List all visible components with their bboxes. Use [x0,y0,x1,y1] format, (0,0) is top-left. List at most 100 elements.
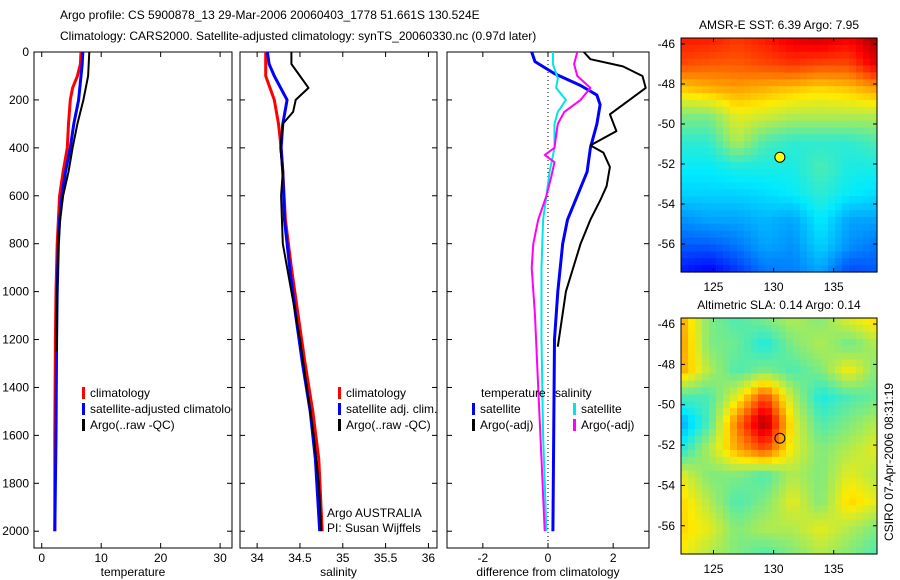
heatmap-cell [688,175,696,184]
heatmap-cell [800,210,808,218]
heatmap-cell [758,491,766,499]
heatmap-cell [702,251,710,259]
heatmap-cell [849,519,857,527]
heatmap-cell [814,505,822,513]
heatmap-cell [681,155,689,163]
heatmap-cell [793,51,801,60]
heatmap-cell [758,533,766,541]
heatmap-cell [765,127,773,135]
heatmap-cell [807,120,815,129]
heatmap-cell [772,223,780,232]
heatmap-cell [807,244,815,252]
heatmap-cell [758,470,766,479]
heatmap-cell [681,533,689,541]
heatmap-cell [856,175,864,184]
heatmap-cell [828,477,836,486]
heatmap-cell [730,512,738,520]
heatmap-cell [688,168,696,177]
heatmap-cell [807,106,815,115]
heatmap-cell [849,168,857,177]
heatmap-cell [870,148,878,156]
heatmap-cell [821,203,829,211]
heatmap-cell [828,106,836,115]
heatmap-cell [751,223,759,232]
heatmap-cell [751,72,759,80]
heatmap-cell [695,175,703,184]
heatmap-cell [807,318,815,326]
heatmap-cell [765,120,773,129]
heatmap-cell [716,422,724,430]
heatmap-cell [751,324,759,333]
heatmap-cell [737,72,745,80]
heatmap-cell [681,58,689,67]
heatmap-cell [800,244,808,252]
heatmap-cell [765,401,773,409]
heatmap-cell [793,203,801,211]
heatmap-cell [786,477,794,486]
heatmap-cell [744,429,752,437]
heatmap-cell [835,429,843,437]
heatmap-cell [765,265,773,273]
heatmap-cell [688,265,696,273]
heatmap-cell [779,394,787,402]
y-tick-label: -52 [658,157,676,171]
heatmap-cell [807,366,815,375]
heatmap-cell [863,359,871,368]
heatmap-cell [758,86,766,94]
heatmap-cell [814,345,822,354]
heatmap-cell [779,429,787,437]
heatmap-cell [779,463,787,472]
heatmap-cell [828,318,836,326]
heatmap-cell [786,345,794,354]
heatmap-cell [786,93,794,101]
heatmap-cell [723,38,731,46]
heatmap-cell [863,230,871,239]
heatmap-cell [821,526,829,534]
heatmap-cell [709,429,717,437]
heatmap-cell [793,113,801,122]
heatmap-cell [849,38,857,46]
heatmap-cell [751,331,759,340]
heatmap-cell [758,387,766,395]
heatmap-cell [758,79,766,87]
heatmap-cell [709,265,717,273]
heatmap-cell [758,99,766,108]
heatmap-cell [779,182,787,190]
heatmap-cell [814,387,822,395]
heatmap-cell [709,345,717,354]
heatmap-cell [786,120,794,129]
heatmap-cell [779,512,787,520]
heatmap-cell [751,380,759,388]
heatmap-cell [849,436,857,444]
heatmap-cell [814,477,822,486]
heatmap-cell [688,324,696,333]
heatmap-cell [835,324,843,333]
heatmap-cell [695,498,703,506]
heatmap-cell [751,408,759,416]
heatmap-cell [702,449,710,458]
heatmap-cell [751,141,759,149]
heatmap-cell [849,182,857,190]
heatmap-cell [835,415,843,423]
heatmap-cell [688,134,696,142]
heatmap-cell [709,415,717,423]
heatmap-cell [758,210,766,218]
heatmap-cell [758,168,766,177]
heatmap-cell [814,318,822,326]
heatmap-cell [772,429,780,437]
heatmap-cell [807,86,815,94]
heatmap-cell [828,265,836,273]
heatmap-cell [730,526,738,534]
heatmap-cell [765,175,773,184]
heatmap-cell [807,547,815,555]
heatmap-cell [849,415,857,423]
heatmap-cell [758,127,766,135]
heatmap-cell [814,148,822,156]
heatmap-cell [695,456,703,465]
heatmap-cell [688,442,696,451]
heatmap-cell [709,456,717,465]
heatmap-cell [709,484,717,493]
x-tick-label: 35 [336,551,350,565]
heatmap-cell [835,540,843,548]
heatmap-cell [751,44,759,53]
